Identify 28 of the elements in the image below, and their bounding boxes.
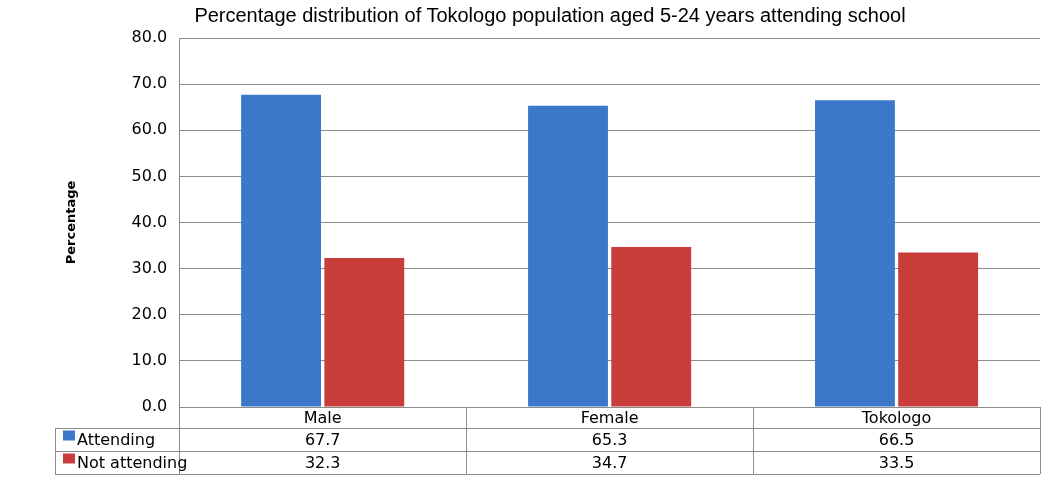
y-tick-label: 50.0 — [131, 165, 168, 185]
chart-title: Percentage distribution of Tokologo population aged 5-24 years attending school — [194, 3, 906, 26]
y-tick-label: 10.0 — [131, 350, 168, 370]
data-label: 34.7 — [591, 452, 628, 472]
bar — [611, 246, 692, 407]
y-tick-label: 30.0 — [131, 257, 168, 277]
legend-label: Not attending — [77, 452, 188, 472]
y-tick-label: 60.0 — [131, 119, 168, 139]
x-tick-label: Tokologo — [860, 408, 932, 428]
y-tick-label: 0.0 — [141, 396, 168, 416]
data-label: 66.5 — [878, 429, 915, 449]
y-tick-label: 20.0 — [131, 303, 168, 323]
data-label: 65.3 — [591, 429, 628, 449]
y-axis-title: Percentage — [63, 180, 79, 265]
y-tick-label: 70.0 — [131, 73, 168, 93]
y-tick-label: 40.0 — [131, 211, 168, 231]
bar — [528, 105, 608, 407]
bar — [241, 94, 322, 407]
y-tick-label: 80.0 — [131, 27, 168, 47]
x-tick-label: Male — [303, 408, 342, 428]
x-tick-label: Female — [580, 408, 639, 428]
bar — [814, 100, 895, 407]
legend-label: Attending — [77, 429, 156, 449]
data-label: 32.3 — [304, 452, 341, 472]
data-label: 33.5 — [878, 452, 915, 472]
bar — [324, 258, 405, 407]
bar — [898, 252, 979, 407]
data-label: 67.7 — [304, 429, 341, 449]
